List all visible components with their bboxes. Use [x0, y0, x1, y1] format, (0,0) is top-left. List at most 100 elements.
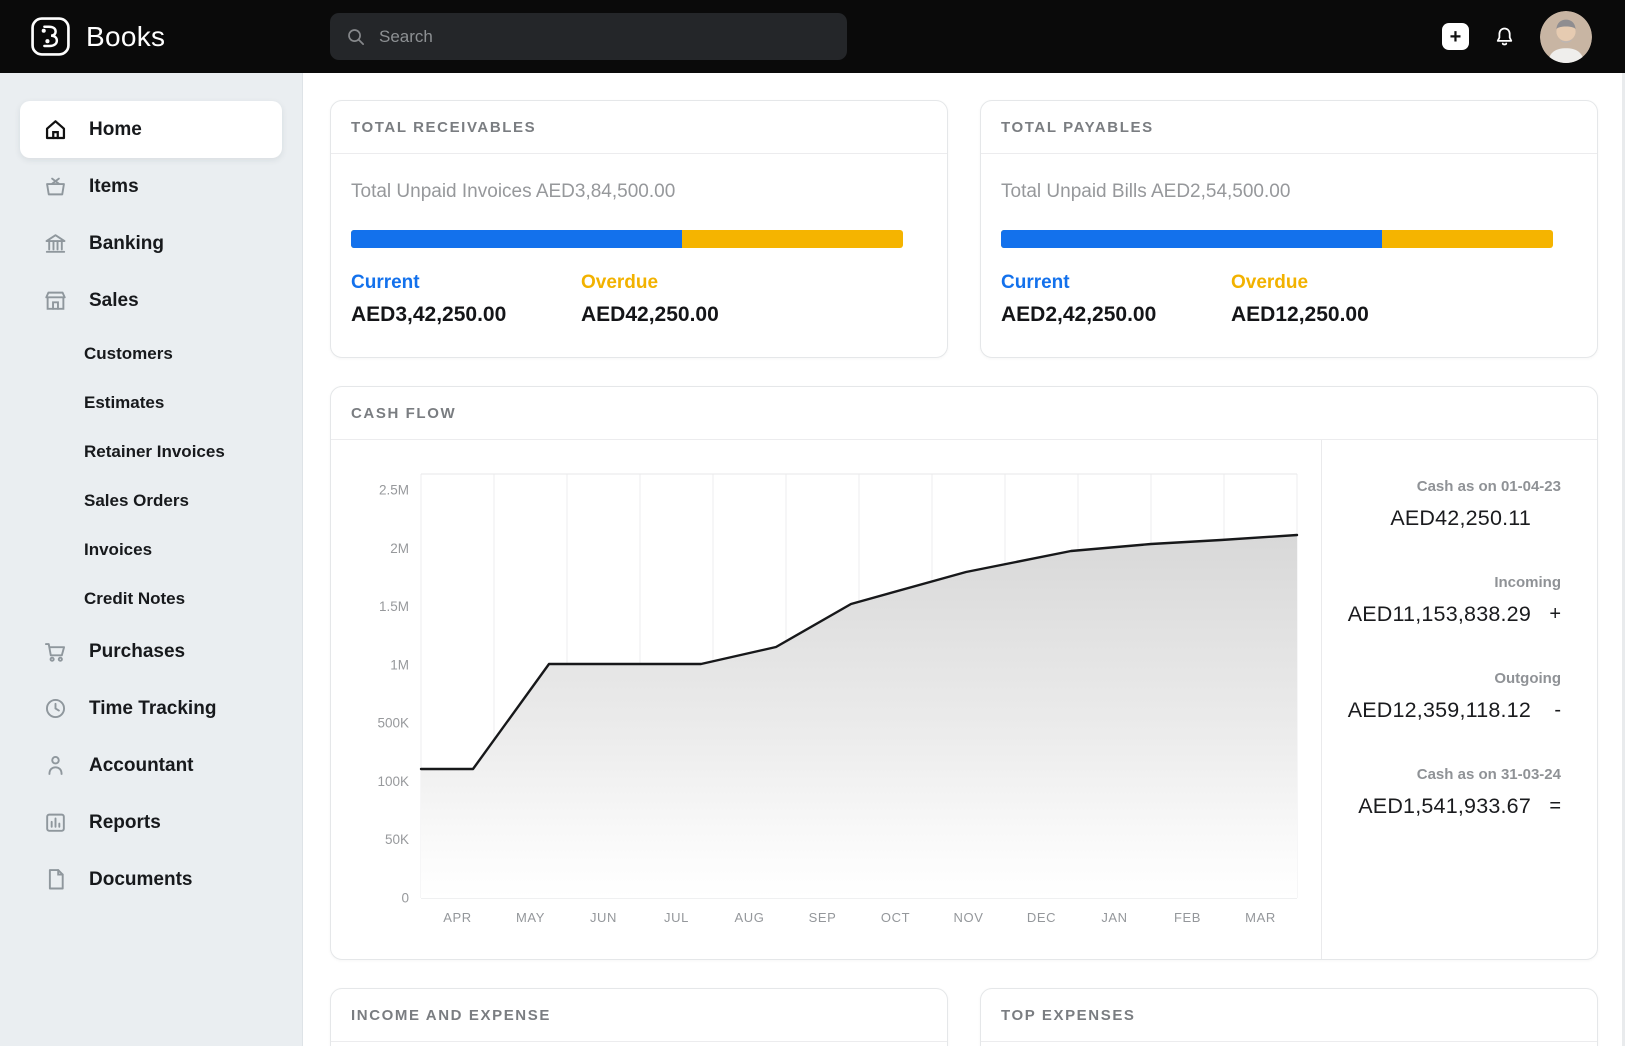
cash-flow-card: CASH FLOW 2.5M 2M 1.5M 1M 500K 100K 50K 0 APR MAY…: [330, 386, 1598, 960]
sidebar-item-label: Documents: [89, 868, 193, 890]
user-avatar[interactable]: [1540, 10, 1592, 63]
receivables-summary: Total Unpaid Invoices AED3,84,500.00: [351, 181, 676, 202]
cash-flow-stats-panel: Cash as on 01-04-23 AED42,250.11 Incoming A…: [1321, 440, 1597, 959]
sidebar-item-label: Banking: [89, 232, 164, 254]
receivables-title: TOTAL RECEIVABLES: [351, 118, 537, 136]
x-axis-month-label: MAY: [516, 910, 545, 925]
x-axis-month-label: APR: [443, 910, 472, 925]
cash-flow-title: CASH FLOW: [351, 404, 457, 422]
basket-icon: [42, 173, 69, 200]
sidebar-item-reports[interactable]: Reports: [20, 794, 282, 851]
stat-label: Cash as on 31-03-24: [1416, 766, 1561, 783]
sidebar-item-retainer-invoices[interactable]: Retainer Invoices: [0, 427, 302, 476]
total-receivables-card: TOTAL RECEIVABLES Total Unpaid Invoices …: [330, 100, 948, 358]
payables-current-fill: [1001, 230, 1382, 248]
sidebar-item-label: Purchases: [89, 640, 186, 662]
sidebar-item-label: Accountant: [89, 754, 194, 776]
payables-title: TOTAL PAYABLES: [1001, 118, 1154, 136]
search-input[interactable]: [377, 25, 832, 48]
x-axis-month-label: OCT: [881, 910, 910, 925]
sidebar-item-label: Invoices: [84, 539, 153, 559]
y-axis-tick-label: 2.5M: [379, 483, 409, 498]
income-and-expense-title: INCOME AND EXPENSE: [351, 1006, 551, 1024]
cart-icon: [42, 638, 69, 665]
receivables-overdue-label: Overdue: [581, 272, 659, 293]
stat-value: AED42,250.11: [1390, 506, 1531, 530]
search-icon: [345, 26, 366, 47]
sidebar-item-label: Items: [89, 175, 139, 197]
search-bar[interactable]: [330, 13, 847, 60]
home-icon: [42, 116, 69, 143]
main-content: TOTAL RECEIVABLES Total Unpaid Invoices …: [303, 73, 1625, 1046]
cashflow-stat-cash-as-on-01-04-23: Cash as on 01-04-23 AED42,250.11: [1322, 478, 1561, 531]
cash-flow-chart: 2.5M 2M 1.5M 1M 500K 100K 50K 0 APR MAY JUN JUL AUG S…: [331, 440, 1321, 959]
document-icon: [42, 866, 69, 893]
y-axis-tick-label: 2M: [390, 541, 409, 556]
sidebar-item-invoices[interactable]: Invoices: [0, 525, 302, 574]
app-logo[interactable]: Books: [30, 16, 302, 57]
stat-label: Outgoing: [1494, 670, 1561, 687]
stat-label: Cash as on 01-04-23: [1416, 478, 1561, 495]
sidebar: Home Items Banking Sales Customers Estimates R…: [0, 73, 303, 1046]
sidebar-item-label: Retainer Invoices: [84, 441, 225, 461]
sidebar-item-customers[interactable]: Customers: [0, 329, 302, 378]
y-axis-tick-label: 0: [401, 891, 409, 906]
books-logo-icon: [30, 16, 71, 57]
stat-operator: +: [1549, 603, 1561, 625]
scrollbar-track[interactable]: [1622, 73, 1625, 1046]
top-expenses-title: TOP EXPENSES: [1001, 1006, 1136, 1024]
income-and-expense-card: INCOME AND EXPENSE: [330, 988, 948, 1046]
x-axis-month-label: AUG: [735, 910, 765, 925]
cashflow-stat-outgoing: Outgoing AED12,359,118.12 -: [1322, 670, 1561, 723]
sidebar-item-sales-orders[interactable]: Sales Orders: [0, 476, 302, 525]
sidebar-item-purchases[interactable]: Purchases: [20, 623, 282, 680]
sidebar-item-credit-notes[interactable]: Credit Notes: [0, 574, 302, 623]
stat-label: Incoming: [1494, 574, 1561, 591]
sidebar-item-home[interactable]: Home: [20, 101, 282, 158]
receivables-current-label: Current: [351, 272, 420, 293]
sidebar-item-label: Credit Notes: [84, 588, 186, 608]
bank-icon: [42, 230, 69, 257]
sidebar-item-label: Time Tracking: [89, 697, 217, 719]
payables-overdue-label: Overdue: [1231, 272, 1309, 293]
sidebar-item-accountant[interactable]: Accountant: [20, 737, 282, 794]
payables-progress-bar: [1001, 230, 1553, 248]
cashflow-stat-incoming: Incoming AED11,153,838.29 +: [1322, 574, 1561, 627]
stat-value: AED1,541,933.67: [1358, 794, 1531, 818]
sidebar-item-label: Sales Orders: [84, 490, 189, 510]
sidebar-item-banking[interactable]: Banking: [20, 215, 282, 272]
quick-create-button[interactable]: +: [1442, 23, 1469, 50]
y-axis-tick-label: 1M: [390, 657, 409, 672]
sidebar-item-label: Reports: [89, 811, 161, 833]
total-payables-card: TOTAL PAYABLES Total Unpaid Bills AED2,5…: [980, 100, 1598, 358]
clock-icon: [42, 695, 69, 722]
sidebar-item-documents[interactable]: Documents: [20, 851, 282, 908]
y-axis-tick-label: 1.5M: [379, 599, 409, 614]
x-axis-month-label: JUL: [664, 910, 689, 925]
sidebar-item-time-tracking[interactable]: Time Tracking: [20, 680, 282, 737]
plus-icon: +: [1449, 25, 1462, 48]
store-icon: [42, 287, 69, 314]
stat-value: AED12,359,118.12: [1347, 698, 1531, 722]
sidebar-item-sales[interactable]: Sales: [20, 272, 282, 329]
receivables-progress-bar: [351, 230, 903, 248]
x-axis-month-label: NOV: [954, 910, 984, 925]
stat-operator: =: [1549, 795, 1561, 817]
person-icon: [42, 752, 69, 779]
notifications-bell-icon[interactable]: [1492, 24, 1517, 49]
x-axis-month-label: SEP: [809, 910, 837, 925]
payables-current-label: Current: [1001, 272, 1070, 293]
x-axis-month-label: MAR: [1245, 910, 1276, 925]
x-axis-month-label: JUN: [590, 910, 617, 925]
sidebar-item-label: Home: [89, 118, 142, 140]
payables-current-value: AED2,42,250.00: [1001, 303, 1157, 326]
app-name: Books: [86, 20, 166, 52]
cashflow-stat-cash-as-on-31-03-24: Cash as on 31-03-24 AED1,541,933.67 =: [1322, 766, 1561, 819]
top-expenses-card: TOP EXPENSES: [980, 988, 1598, 1046]
sidebar-item-estimates[interactable]: Estimates: [0, 378, 302, 427]
x-axis-month-label: JAN: [1101, 910, 1127, 925]
receivables-current-value: AED3,42,250.00: [351, 303, 507, 326]
payables-summary: Total Unpaid Bills AED2,54,500.00: [1001, 181, 1291, 202]
sidebar-item-items[interactable]: Items: [20, 158, 282, 215]
receivables-current-fill: [351, 230, 683, 248]
